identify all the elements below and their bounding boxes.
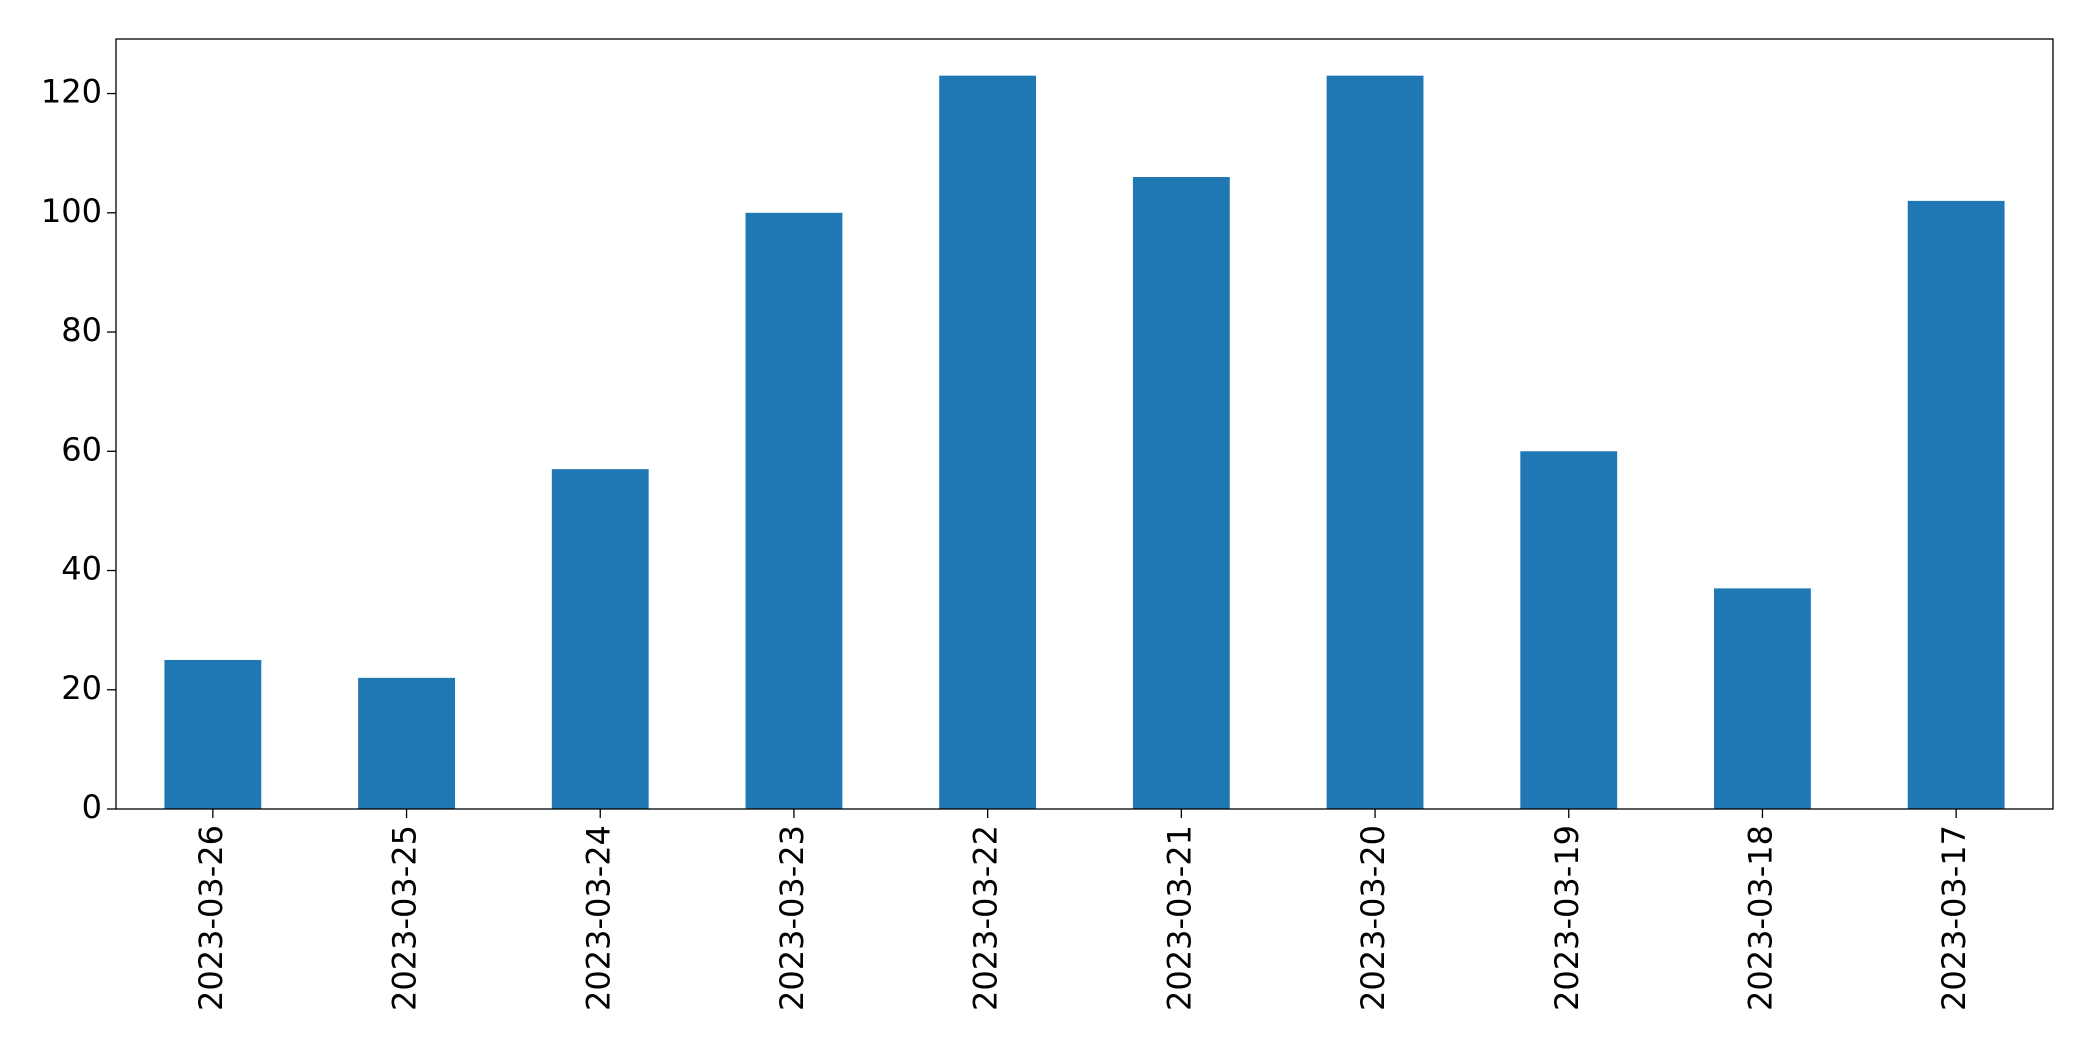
y-tick-label: 40 — [61, 550, 102, 588]
x-tick-label: 2023-03-19 — [1548, 825, 1586, 1011]
y-tick-label: 80 — [61, 311, 102, 349]
x-tick-label: 2023-03-18 — [1741, 825, 1779, 1011]
y-tick-label: 0 — [82, 788, 102, 826]
x-tick-label: 2023-03-25 — [386, 825, 424, 1011]
x-tick-label: 2023-03-21 — [1160, 825, 1198, 1011]
x-tick-label: 2023-03-17 — [1935, 825, 1973, 1011]
y-tick-label: 120 — [41, 73, 102, 111]
y-tick-label: 20 — [61, 669, 102, 707]
bar — [164, 659, 262, 809]
bar — [1907, 200, 2005, 809]
x-tick-label: 2023-03-23 — [773, 825, 811, 1011]
y-tick-label: 60 — [61, 430, 102, 468]
x-tick-label: 2023-03-24 — [579, 825, 617, 1011]
x-tick-label: 2023-03-22 — [967, 825, 1005, 1011]
bar — [358, 677, 455, 809]
x-tick-label: 2023-03-20 — [1354, 825, 1392, 1011]
y-tick-label: 100 — [41, 192, 102, 230]
bar — [551, 469, 649, 809]
bar — [1520, 451, 1618, 809]
bar — [1714, 588, 1811, 809]
bar — [1132, 177, 1230, 810]
bar — [1326, 75, 1424, 809]
x-tick-label: 2023-03-26 — [192, 825, 230, 1011]
bar — [939, 75, 1037, 809]
plot-frame — [115, 38, 2054, 810]
bar — [745, 212, 843, 809]
